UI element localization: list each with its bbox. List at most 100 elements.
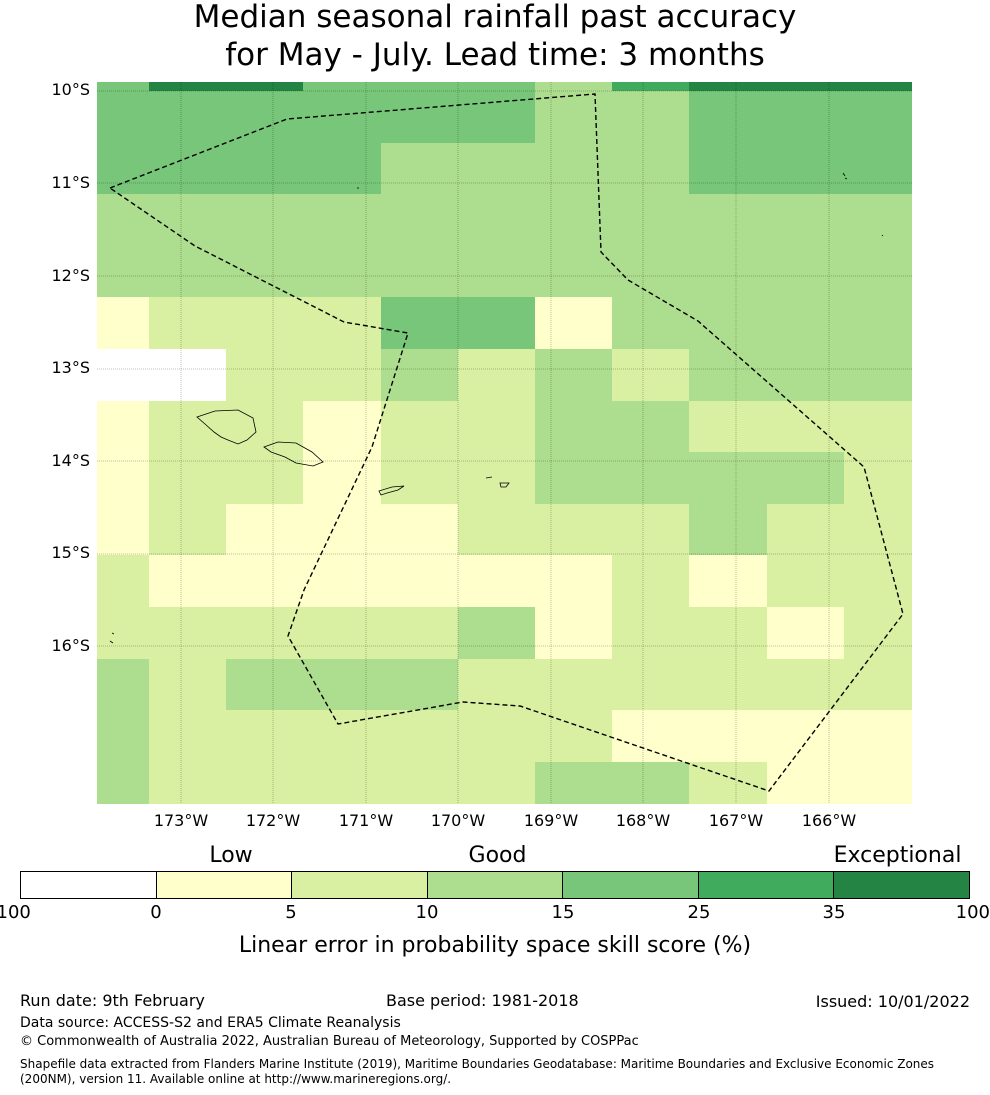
grid-cell bbox=[767, 659, 844, 710]
colorbar-tick: 0 bbox=[150, 902, 162, 923]
grid-cell bbox=[612, 143, 689, 194]
grid-cell bbox=[844, 659, 912, 710]
grid-cell bbox=[535, 297, 612, 349]
grid-cell bbox=[226, 297, 303, 349]
grid-cell bbox=[381, 246, 458, 297]
grid-cell bbox=[303, 297, 381, 349]
grid-cell bbox=[767, 452, 844, 504]
category-exceptional-label: Exceptional bbox=[833, 843, 962, 868]
map-title-line-2: for May - July. Lead time: 3 months bbox=[225, 37, 765, 73]
grid-cell bbox=[767, 607, 844, 659]
grid-cell bbox=[689, 349, 767, 401]
grid-cell bbox=[612, 659, 689, 710]
grid-cell bbox=[767, 194, 844, 246]
eez-boundary bbox=[108, 93, 904, 792]
grid-cell bbox=[226, 607, 303, 659]
grid-cell bbox=[97, 710, 149, 762]
grid-cell bbox=[844, 607, 912, 659]
run-date: Run date: 9th February bbox=[20, 991, 205, 1010]
grid-cell bbox=[458, 762, 535, 804]
grid-cell bbox=[97, 452, 149, 504]
grid-cell bbox=[149, 710, 226, 762]
grid-cell bbox=[844, 143, 912, 194]
grid-cell bbox=[97, 297, 149, 349]
grid-cell bbox=[97, 82, 149, 91]
grid-cell bbox=[458, 401, 535, 452]
grid-cell bbox=[149, 349, 226, 401]
colorbar-segment bbox=[834, 872, 970, 898]
grid-cell bbox=[612, 504, 689, 555]
grid-cell bbox=[535, 82, 612, 91]
grid-cell bbox=[149, 555, 226, 607]
lon-label-171w: 171°W bbox=[338, 811, 394, 830]
grid-cell bbox=[844, 194, 912, 246]
grid-cell bbox=[458, 710, 535, 762]
grid-cell bbox=[689, 246, 767, 297]
grid-cell bbox=[458, 659, 535, 710]
atoll-far-east bbox=[881, 234, 884, 237]
colorbar-tick: -100 bbox=[0, 902, 31, 923]
grid-cell bbox=[458, 143, 535, 194]
colorbar-tick: 15 bbox=[551, 902, 575, 923]
grid-cell bbox=[767, 297, 844, 349]
grid-cell bbox=[767, 143, 844, 194]
grid-cell bbox=[97, 659, 149, 710]
grid-cell bbox=[767, 349, 844, 401]
grid-cell bbox=[381, 401, 458, 452]
grid-cell bbox=[458, 246, 535, 297]
grid-cell bbox=[612, 762, 689, 804]
grid-cell bbox=[381, 659, 458, 710]
grid-cell bbox=[767, 762, 844, 804]
grid-cell bbox=[612, 246, 689, 297]
grid-cell bbox=[844, 401, 912, 452]
grid-cell bbox=[844, 762, 912, 804]
grid-cell bbox=[303, 143, 381, 194]
colorbar-tick: 10 bbox=[415, 902, 439, 923]
grid-cell bbox=[381, 607, 458, 659]
grid-cell bbox=[226, 504, 303, 555]
grid-cell bbox=[149, 143, 226, 194]
islands bbox=[109, 172, 884, 644]
grid-cell bbox=[535, 555, 612, 607]
lon-label-172w: 172°W bbox=[245, 811, 301, 830]
grid-cell bbox=[226, 82, 303, 91]
grid-cell bbox=[612, 194, 689, 246]
skill-grid bbox=[97, 82, 912, 804]
atoll-east bbox=[842, 172, 848, 180]
grid-cell bbox=[689, 555, 767, 607]
colorbar-segment bbox=[21, 872, 157, 898]
colorbar-tick: 100 bbox=[955, 902, 990, 923]
grid-cell bbox=[97, 555, 149, 607]
grid-cell bbox=[226, 349, 303, 401]
grid-cell bbox=[226, 194, 303, 246]
grid-cell bbox=[149, 452, 226, 504]
upolu-island bbox=[263, 441, 324, 467]
grid-cell bbox=[767, 504, 844, 555]
grid-cell bbox=[149, 246, 226, 297]
grid-cell bbox=[689, 504, 767, 555]
grid-cell bbox=[535, 504, 612, 555]
grid-cell bbox=[844, 246, 912, 297]
grid-cell bbox=[689, 762, 767, 804]
grid-cell bbox=[381, 710, 458, 762]
skill-map bbox=[97, 82, 912, 804]
wallis-islets bbox=[109, 632, 115, 644]
grid-cell bbox=[226, 143, 303, 194]
grid-cell bbox=[381, 762, 458, 804]
savaii-island bbox=[196, 409, 257, 445]
grid-cell bbox=[767, 555, 844, 607]
grid-cell bbox=[535, 452, 612, 504]
grid-cell bbox=[381, 504, 458, 555]
grid-cell bbox=[612, 82, 689, 91]
grid-cell bbox=[458, 504, 535, 555]
tutuila-island bbox=[378, 485, 405, 496]
grid-cell bbox=[303, 555, 381, 607]
lat-label-13s: 13°S bbox=[51, 358, 90, 377]
grid-cell bbox=[226, 762, 303, 804]
grid-cell bbox=[612, 349, 689, 401]
lat-label-14s: 14°S bbox=[51, 451, 90, 470]
grid-cell bbox=[381, 349, 458, 401]
grid-cell bbox=[689, 607, 767, 659]
grid-cell bbox=[303, 659, 381, 710]
grid-cell bbox=[844, 349, 912, 401]
